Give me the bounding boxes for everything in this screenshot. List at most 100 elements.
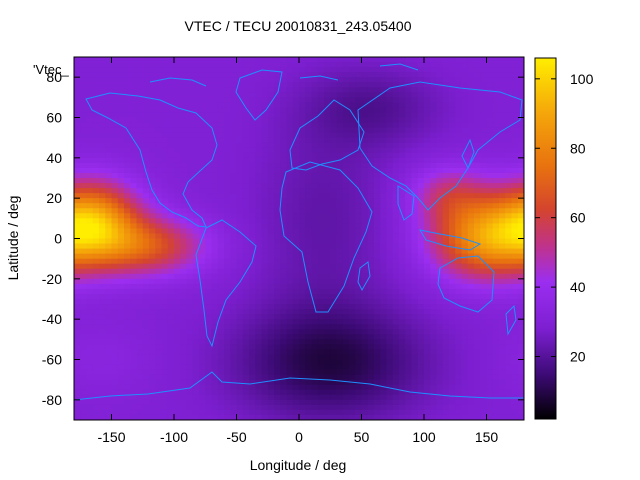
heatmap-cell — [155, 188, 163, 194]
heatmap-cell — [92, 339, 100, 345]
heatmap-cell — [217, 87, 225, 93]
heatmap-cell — [330, 329, 338, 335]
heatmap-cell — [74, 288, 81, 295]
heatmap-cell — [480, 218, 488, 224]
heatmap-cell — [80, 389, 88, 396]
heatmap-cell — [336, 147, 344, 154]
heatmap-cell — [299, 162, 306, 169]
heatmap-cell — [192, 167, 200, 174]
heatmap-cell — [436, 198, 444, 204]
heatmap-cell — [355, 57, 363, 63]
heatmap-cell — [199, 193, 206, 199]
heatmap-cell — [480, 389, 488, 396]
heatmap-cell — [236, 57, 244, 63]
heatmap-cell — [480, 319, 488, 325]
heatmap-cell — [292, 394, 300, 401]
heatmap-cell — [186, 349, 194, 356]
heatmap-cell — [111, 162, 119, 169]
heatmap-cell — [111, 213, 119, 219]
heatmap-cell — [511, 379, 519, 386]
heatmap-cell — [292, 329, 300, 335]
heatmap-cell — [386, 278, 394, 285]
heatmap-cell — [386, 77, 394, 83]
heatmap-cell — [205, 147, 213, 154]
heatmap-cell — [499, 293, 506, 300]
heatmap-cell — [80, 263, 88, 270]
heatmap-cell — [324, 67, 331, 73]
heatmap-cell — [405, 364, 413, 371]
heatmap-cell — [261, 188, 269, 194]
heatmap-cell — [105, 157, 113, 164]
heatmap-cell — [167, 107, 175, 114]
heatmap-cell — [324, 364, 331, 371]
heatmap-cell — [224, 384, 231, 391]
heatmap-cell — [136, 152, 144, 159]
heatmap-cell — [355, 349, 363, 356]
heatmap-cell — [217, 213, 225, 219]
heatmap-cell — [499, 87, 506, 93]
heatmap-cell — [461, 112, 469, 119]
heatmap-cell — [511, 314, 519, 320]
heatmap-cell — [249, 273, 256, 280]
heatmap-cell — [180, 399, 188, 406]
heatmap-cell — [461, 213, 469, 219]
heatmap-cell — [161, 67, 169, 73]
heatmap-cell — [342, 97, 350, 103]
heatmap-cell — [361, 167, 369, 174]
heatmap-cell — [242, 167, 250, 174]
heatmap-cell — [174, 72, 181, 78]
heatmap-cell — [130, 183, 138, 189]
heatmap-cell — [186, 243, 194, 250]
heatmap-cell — [242, 324, 250, 330]
heatmap-cell — [211, 82, 219, 88]
heatmap-cell — [74, 107, 81, 114]
heatmap-cell — [217, 314, 225, 320]
heatmap-cell — [142, 349, 150, 356]
heatmap-cell — [199, 67, 206, 73]
heatmap-cell — [367, 142, 375, 149]
heatmap-cell — [224, 364, 231, 371]
heatmap-cell — [124, 198, 131, 204]
heatmap-cell — [142, 223, 150, 230]
heatmap-cell — [474, 77, 481, 83]
heatmap-cell — [367, 137, 375, 144]
heatmap-cell — [355, 319, 363, 325]
heatmap-cell — [436, 62, 444, 68]
heatmap-cell — [174, 147, 181, 154]
heatmap-cell — [361, 198, 369, 204]
heatmap-cell — [430, 359, 438, 366]
heatmap-cell — [430, 137, 438, 144]
heatmap-cell — [186, 223, 194, 230]
heatmap-cell — [424, 188, 431, 194]
heatmap-cell — [167, 273, 175, 280]
heatmap-cell — [330, 359, 338, 366]
heatmap-cell — [411, 203, 419, 209]
heatmap-cell — [367, 112, 375, 119]
heatmap-cell — [99, 389, 106, 396]
heatmap-cell — [180, 283, 188, 290]
heatmap-cell — [217, 258, 225, 265]
heatmap-cell — [230, 334, 238, 340]
heatmap-cell — [74, 167, 81, 174]
heatmap-cell — [249, 319, 256, 325]
heatmap-cell — [424, 97, 431, 103]
heatmap-cell — [74, 324, 81, 330]
heatmap-cell — [342, 364, 350, 371]
heatmap-cell — [342, 344, 350, 351]
heatmap-cell — [124, 319, 131, 325]
heatmap-cell — [99, 324, 106, 330]
heatmap-cell — [211, 248, 219, 255]
heatmap-cell — [305, 374, 313, 381]
heatmap-cell — [99, 248, 106, 255]
heatmap-cell — [386, 273, 394, 280]
heatmap-cell — [517, 299, 524, 305]
heatmap-cell — [361, 263, 369, 270]
heatmap-cell — [92, 203, 100, 209]
heatmap-cell — [117, 324, 125, 330]
heatmap-cell — [467, 147, 475, 154]
heatmap-cell — [149, 278, 156, 285]
heatmap-cell — [399, 364, 406, 371]
heatmap-cell — [299, 309, 306, 315]
heatmap-cell — [424, 389, 431, 396]
heatmap-cell — [111, 319, 119, 325]
